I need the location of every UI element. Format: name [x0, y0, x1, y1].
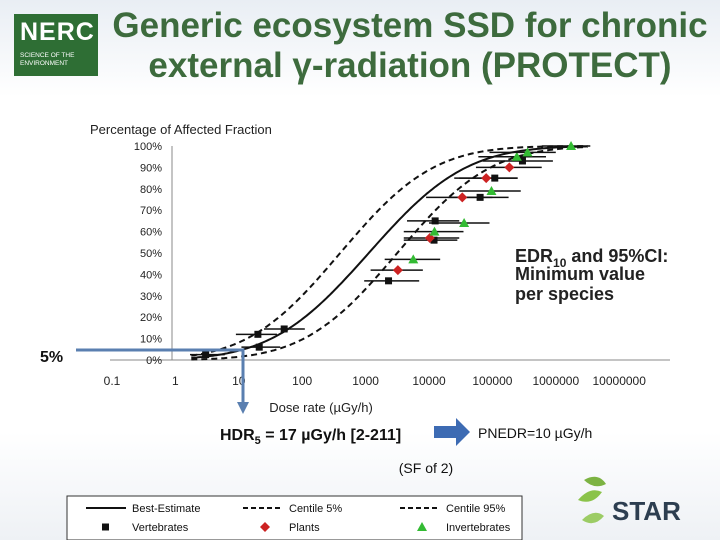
- hdr5-indicator-line: [76, 348, 245, 404]
- slide-title-line2: external γ-radiation (PROTECT): [148, 46, 672, 85]
- plant-point: [392, 265, 403, 276]
- x-axis-title: Dose rate (µGy/h): [269, 400, 373, 415]
- hdr5-annotation: HDR5 = 17 µGy/h [2-211]: [220, 427, 401, 447]
- invertebrate-point: [522, 147, 533, 157]
- star-logo: STAR: [578, 476, 681, 526]
- invertebrate-point: [459, 218, 470, 228]
- y-tick-label: 30%: [140, 291, 162, 303]
- x-tick-label: 100000: [472, 374, 512, 388]
- x-tick-label: 100: [292, 374, 312, 388]
- vertebrate-point: [385, 277, 393, 285]
- edr-annotation-box: [458, 244, 690, 314]
- safety-factor-label: (SF of 2): [399, 460, 453, 476]
- x-tick-label: 10000: [412, 374, 446, 388]
- plant-point: [481, 173, 492, 184]
- hdr5-arrowhead: [237, 402, 249, 414]
- invertebrate-point: [566, 141, 577, 150]
- vertebrate-point: [254, 330, 262, 338]
- nerc-logo: NERC SCIENCE OF THE ENVIRONMENT: [14, 14, 98, 76]
- legend-label: Best-Estimate: [132, 503, 200, 515]
- legend-swatch-plants: [260, 522, 270, 532]
- legend-swatch-vertebrates: [102, 523, 109, 531]
- plant-point: [504, 162, 515, 173]
- legend-label: Vertebrates: [132, 522, 189, 534]
- y-axis-title: Percentage of Affected Fraction: [90, 122, 272, 137]
- legend: Best-Estimate Centile 5% Centile 95% Verteb…: [86, 503, 511, 534]
- x-tick-labels: 0.1 1 10 100 1000 10000 100000 1000000 10000000: [104, 374, 647, 388]
- y-tick-labels: 0% 10% 20% 30% 40% 50% 60% 70% 80% 90% 100%: [134, 141, 162, 367]
- centile-95-curve: [191, 146, 588, 361]
- legend-label: Centile 95%: [446, 503, 506, 515]
- star-logo-leaf-1: [584, 476, 606, 487]
- vertebrate-point: [430, 236, 438, 244]
- y-tick-label: 60%: [140, 227, 162, 239]
- edr-annotation: EDR10 and 95%CI: Minimum value per speci…: [515, 246, 673, 304]
- invertebrate-point: [429, 226, 440, 236]
- y-tick-label: 90%: [140, 162, 162, 174]
- y-tick-label: 0%: [146, 355, 162, 367]
- vertebrate-point: [255, 343, 263, 351]
- vertebrate-point: [280, 325, 288, 333]
- nerc-logo-subtitle: SCIENCE OF THE ENVIRONMENT: [20, 52, 75, 67]
- y-tick-label: 40%: [140, 269, 162, 281]
- data-points: [190, 141, 591, 359]
- y-tick-label: 50%: [140, 248, 162, 260]
- x-tick-label: 0.1: [104, 374, 121, 388]
- nerc-logo-box: [14, 14, 98, 76]
- five-percent-label: 5%: [40, 349, 63, 366]
- x-tick-label: 1: [172, 374, 179, 388]
- vertebrate-point: [431, 217, 439, 225]
- star-logo-text: STAR: [612, 496, 681, 526]
- pnedr-annotation: PNEDR=10 µGy/h: [478, 425, 592, 441]
- slide-title-line1: Generic ecosystem SSD for chronic: [112, 6, 708, 45]
- x-tick-label: 1000000: [532, 374, 579, 388]
- nerc-logo-text: NERC: [20, 18, 95, 46]
- y-tick-label: 100%: [134, 141, 162, 153]
- invertebrate-point: [486, 185, 497, 195]
- x-tick-label: 10000000: [593, 374, 647, 388]
- y-tick-label: 80%: [140, 184, 162, 196]
- legend-label: Centile 5%: [289, 503, 342, 515]
- y-tick-label: 70%: [140, 205, 162, 217]
- slide-title: Generic ecosystem SSD for chronic extern…: [100, 6, 720, 86]
- x-tick-label: 1000: [352, 374, 379, 388]
- vertebrate-point: [202, 351, 210, 359]
- star-logo-leaf-2: [578, 490, 602, 502]
- legend-label: Plants: [289, 522, 320, 534]
- y-tick-label: 20%: [140, 312, 162, 324]
- legend-box: [66, 495, 523, 540]
- legend-swatch-invertebrates: [417, 522, 427, 531]
- y-tick-label: 10%: [140, 334, 162, 346]
- plant-point: [457, 192, 468, 203]
- invertebrate-point: [408, 254, 419, 264]
- invertebrate-point: [511, 151, 522, 161]
- star-logo-leaf-3: [582, 512, 604, 524]
- vertebrate-point: [518, 157, 526, 165]
- pnedr-arrow: [434, 418, 470, 446]
- legend-label: Invertebrates: [446, 522, 511, 534]
